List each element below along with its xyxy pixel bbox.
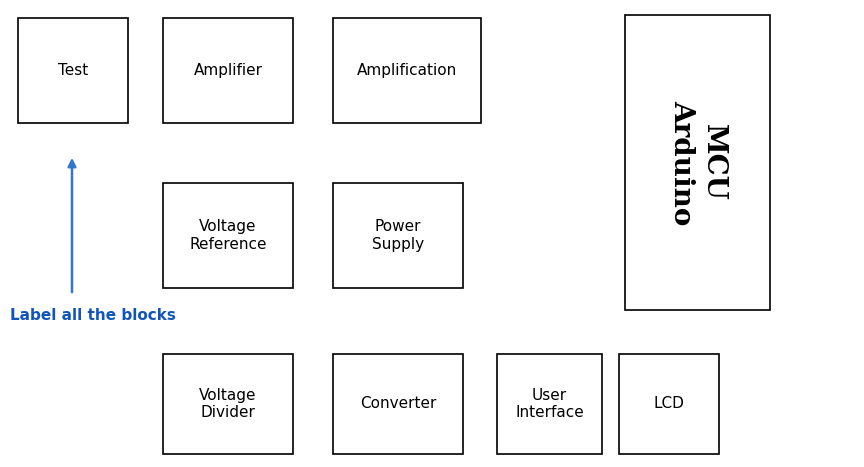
Text: Amplifier: Amplifier	[194, 63, 263, 78]
Bar	[163, 183, 293, 288]
Text: LCD: LCD	[653, 396, 684, 411]
Bar	[619, 354, 719, 454]
Bar	[163, 354, 293, 454]
Text: Voltage
Reference: Voltage Reference	[189, 219, 267, 252]
Text: Amplification: Amplification	[357, 63, 457, 78]
Text: Voltage
Divider: Voltage Divider	[200, 388, 257, 420]
Bar	[625, 15, 770, 310]
Bar	[18, 18, 128, 123]
Bar	[163, 18, 293, 123]
Text: User
Interface: User Interface	[515, 388, 584, 420]
Text: Power
Supply: Power Supply	[372, 219, 424, 252]
Bar	[497, 354, 602, 454]
Bar	[333, 183, 463, 288]
Text: MCU
Arduino: MCU Arduino	[669, 100, 727, 225]
Text: Test: Test	[58, 63, 88, 78]
Text: Converter: Converter	[359, 396, 436, 411]
Text: Label all the blocks: Label all the blocks	[10, 308, 176, 323]
Bar	[333, 354, 463, 454]
Bar	[333, 18, 481, 123]
